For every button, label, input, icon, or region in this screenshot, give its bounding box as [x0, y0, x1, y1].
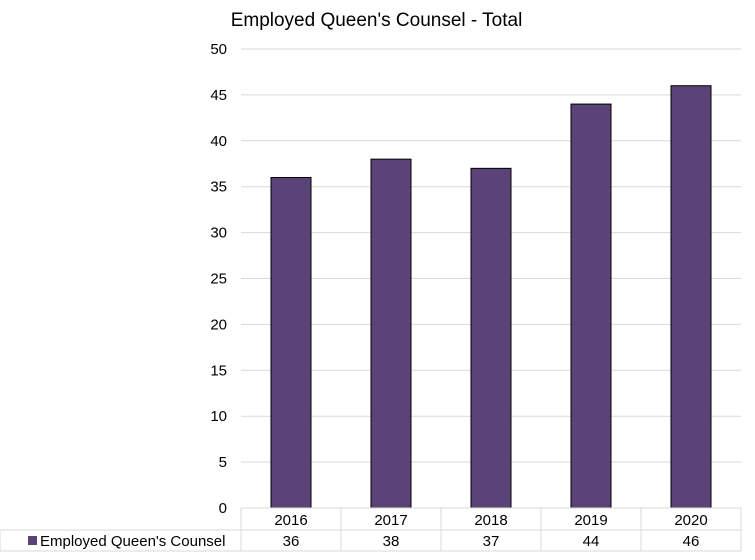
- y-axis-tick-labels: 0 5 10 15 20 25 30 35 40 45 50: [210, 41, 227, 517]
- data-table: 2016 2017 2018 2019 2020 Employed Queen's Cou…: [0, 507, 742, 552]
- data-value-label: 36: [283, 533, 300, 550]
- y-tick-label: 45: [210, 87, 227, 104]
- bar: [570, 103, 612, 509]
- data-value-label: 44: [583, 533, 600, 550]
- y-tick-label: 30: [210, 225, 227, 242]
- chart-title: Employed Queen's Counsel - Total: [0, 10, 755, 32]
- legend-swatch: [28, 536, 37, 545]
- y-tick-label: 20: [210, 316, 227, 333]
- x-category-label: 2018: [474, 512, 507, 529]
- data-value-label: 37: [483, 533, 500, 550]
- y-tick-label: 10: [210, 408, 227, 425]
- legend-series-name: Employed Queen's Counsel: [40, 533, 225, 550]
- data-value-label: 38: [383, 533, 400, 550]
- y-tick-label: 0: [219, 500, 227, 517]
- y-tick-label: 50: [210, 41, 227, 58]
- data-value-label: 46: [683, 533, 700, 550]
- bar: [470, 167, 512, 509]
- chart-title-text: Employed Queen's Counsel - Total: [230, 10, 523, 31]
- x-category-label: 2020: [674, 512, 707, 529]
- y-tick-label: 15: [210, 362, 227, 379]
- y-tick-label: 35: [210, 179, 227, 196]
- bar: [670, 85, 712, 509]
- x-category-label: 2016: [274, 512, 307, 529]
- bar: [270, 177, 312, 509]
- bars: [270, 85, 712, 509]
- y-tick-label: 40: [210, 133, 227, 150]
- y-tick-label: 25: [210, 271, 227, 288]
- x-category-label: 2017: [374, 512, 407, 529]
- x-category-label: 2019: [574, 512, 607, 529]
- y-tick-label: 5: [219, 454, 227, 471]
- bar: [370, 158, 412, 509]
